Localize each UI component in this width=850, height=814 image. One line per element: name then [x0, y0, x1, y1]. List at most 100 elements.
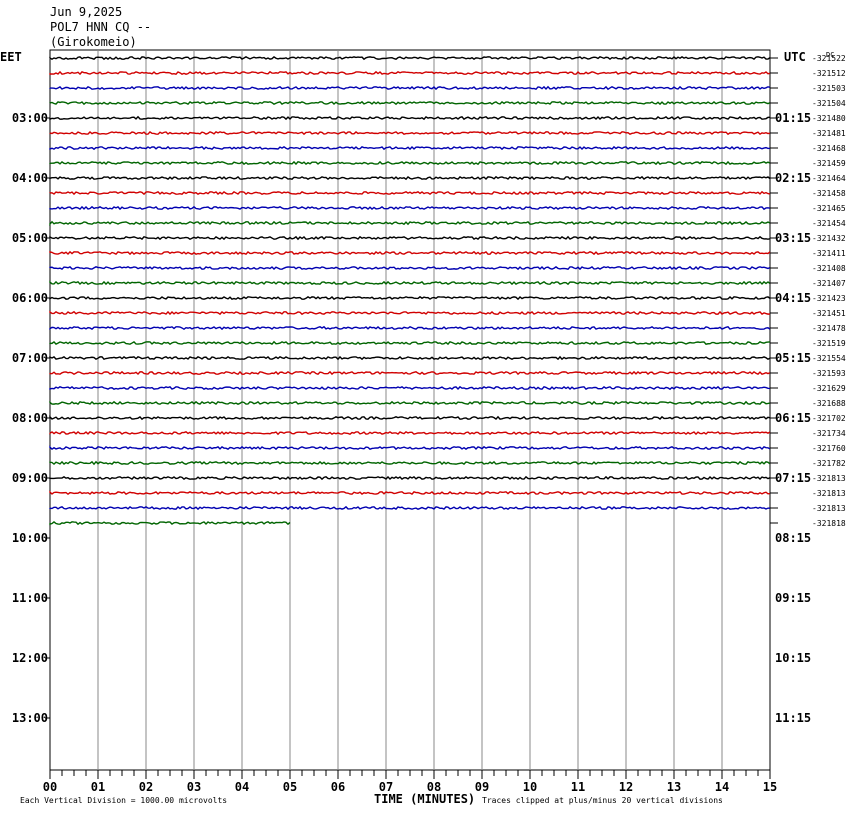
eet-hour-label: 13:00: [12, 711, 48, 725]
dc-offset-label: -321407: [812, 279, 846, 288]
eet-hour-label: 03:00: [12, 111, 48, 125]
seismic-trace: [49, 145, 771, 151]
seismic-trace: [49, 490, 771, 496]
eet-hour-label: 07:00: [12, 351, 48, 365]
seismic-trace: [49, 475, 771, 481]
dc-offset-label: -321465: [812, 204, 846, 213]
header-location: (Girokomeio): [50, 35, 137, 49]
seismic-trace: [49, 100, 771, 106]
dc-offset-label: -321411: [812, 249, 846, 258]
x-tick-label: 01: [91, 780, 105, 794]
eet-hour-label: 05:00: [12, 231, 48, 245]
dc-offset-label: -321504: [812, 99, 846, 108]
utc-hour-label: 11:15: [775, 711, 811, 725]
dc-offset-label: -321432: [812, 234, 846, 243]
x-axis-title: TIME (MINUTES): [374, 792, 475, 806]
dc-offset-label: -321468: [812, 144, 846, 153]
eet-hour-label: 11:00: [12, 591, 48, 605]
eet-hour-label: 04:00: [12, 171, 48, 185]
dc-offset-label: -321464: [812, 174, 846, 183]
dc-offset-label: -321512: [812, 69, 846, 78]
eet-hour-label: 06:00: [12, 291, 48, 305]
seismic-trace: [49, 460, 771, 466]
eet-hour-label: 09:00: [12, 471, 48, 485]
dc-label: DC: [826, 51, 834, 59]
seismic-trace: [49, 370, 771, 376]
dc-offset-label: -321554: [812, 354, 846, 363]
dc-offset-label: -321629: [812, 384, 846, 393]
dc-offset-label: -321702: [812, 414, 846, 423]
seismic-trace: [49, 205, 771, 211]
dc-offset-label: -321459: [812, 159, 846, 168]
seismic-trace: [49, 310, 771, 316]
plot-frame: [49, 49, 771, 771]
dc-offset-label: -321458: [812, 189, 846, 198]
seismic-trace: [49, 85, 771, 91]
dc-offset-label: -321481: [812, 129, 846, 138]
x-tick-label: 12: [619, 780, 633, 794]
seismic-trace: [49, 265, 771, 271]
x-tick-label: 00: [43, 780, 57, 794]
seismic-trace: [49, 430, 771, 436]
dc-offset-label: -321760: [812, 444, 846, 453]
seismic-trace: [49, 55, 771, 61]
utc-hour-label: 02:15: [775, 171, 811, 185]
utc-hour-label: 04:15: [775, 291, 811, 305]
x-tick-label: 11: [571, 780, 585, 794]
seismic-trace: [49, 130, 771, 136]
seismic-trace: [49, 295, 771, 301]
x-tick-label: 05: [283, 780, 297, 794]
dc-offset-label: -321813: [812, 504, 846, 513]
dc-offset-label: -321782: [812, 459, 846, 468]
utc-hour-label: 10:15: [775, 651, 811, 665]
seismic-trace: [49, 415, 771, 421]
x-tick-label: 09: [475, 780, 489, 794]
x-tick-label: 07: [379, 780, 393, 794]
x-tick-label: 15: [763, 780, 777, 794]
dc-offset-label: -321480: [812, 114, 846, 123]
dc-offset-label: -321688: [812, 399, 846, 408]
dc-offset-label: -321451: [812, 309, 846, 318]
seismic-trace: [49, 355, 771, 361]
seismic-trace: [49, 160, 771, 166]
dc-offset-label: -321478: [812, 324, 846, 333]
footer-scale-note: Each Vertical Division = 1000.00 microvo…: [20, 796, 227, 805]
seismic-trace: [49, 175, 771, 181]
seismic-trace: [49, 280, 771, 286]
seismic-trace: [49, 115, 771, 121]
x-tick-label: 13: [667, 780, 681, 794]
dc-offset-label: -321813: [812, 489, 846, 498]
seismic-trace: [49, 325, 771, 331]
right-timezone-label: UTC: [784, 50, 806, 64]
seismic-trace: [49, 445, 771, 451]
dc-offset-label: -321818: [812, 519, 846, 528]
seismic-trace: [49, 190, 771, 196]
utc-hour-label: 06:15: [775, 411, 811, 425]
seismic-trace: [49, 70, 771, 76]
x-tick-label: 04: [235, 780, 249, 794]
eet-hour-label: 12:00: [12, 651, 48, 665]
header-station: POL7 HNN CQ --: [50, 20, 151, 34]
dc-offset-label: -321408: [812, 264, 846, 273]
seismic-trace: [49, 235, 771, 241]
x-tick-label: 02: [139, 780, 153, 794]
seismic-trace: [49, 340, 771, 346]
utc-hour-label: 01:15: [775, 111, 811, 125]
seismic-trace: [49, 385, 771, 391]
utc-hour-label: 03:15: [775, 231, 811, 245]
dc-offset-label: -321734: [812, 429, 846, 438]
eet-hour-label: 10:00: [12, 531, 48, 545]
dc-offset-label: -321423: [812, 294, 846, 303]
seismic-trace: [49, 250, 771, 256]
utc-hour-label: 05:15: [775, 351, 811, 365]
dc-offset-label: -321522: [812, 54, 846, 63]
x-tick-label: 03: [187, 780, 201, 794]
footer-clip-note: Traces clipped at plus/minus 20 vertical…: [482, 796, 723, 805]
seismic-trace: [49, 220, 771, 226]
seismic-trace: [49, 400, 771, 406]
dc-offset-label: -321454: [812, 219, 846, 228]
utc-hour-label: 09:15: [775, 591, 811, 605]
header-date: Jun 9,2025: [50, 5, 122, 19]
x-tick-label: 10: [523, 780, 537, 794]
eet-hour-label: 08:00: [12, 411, 48, 425]
